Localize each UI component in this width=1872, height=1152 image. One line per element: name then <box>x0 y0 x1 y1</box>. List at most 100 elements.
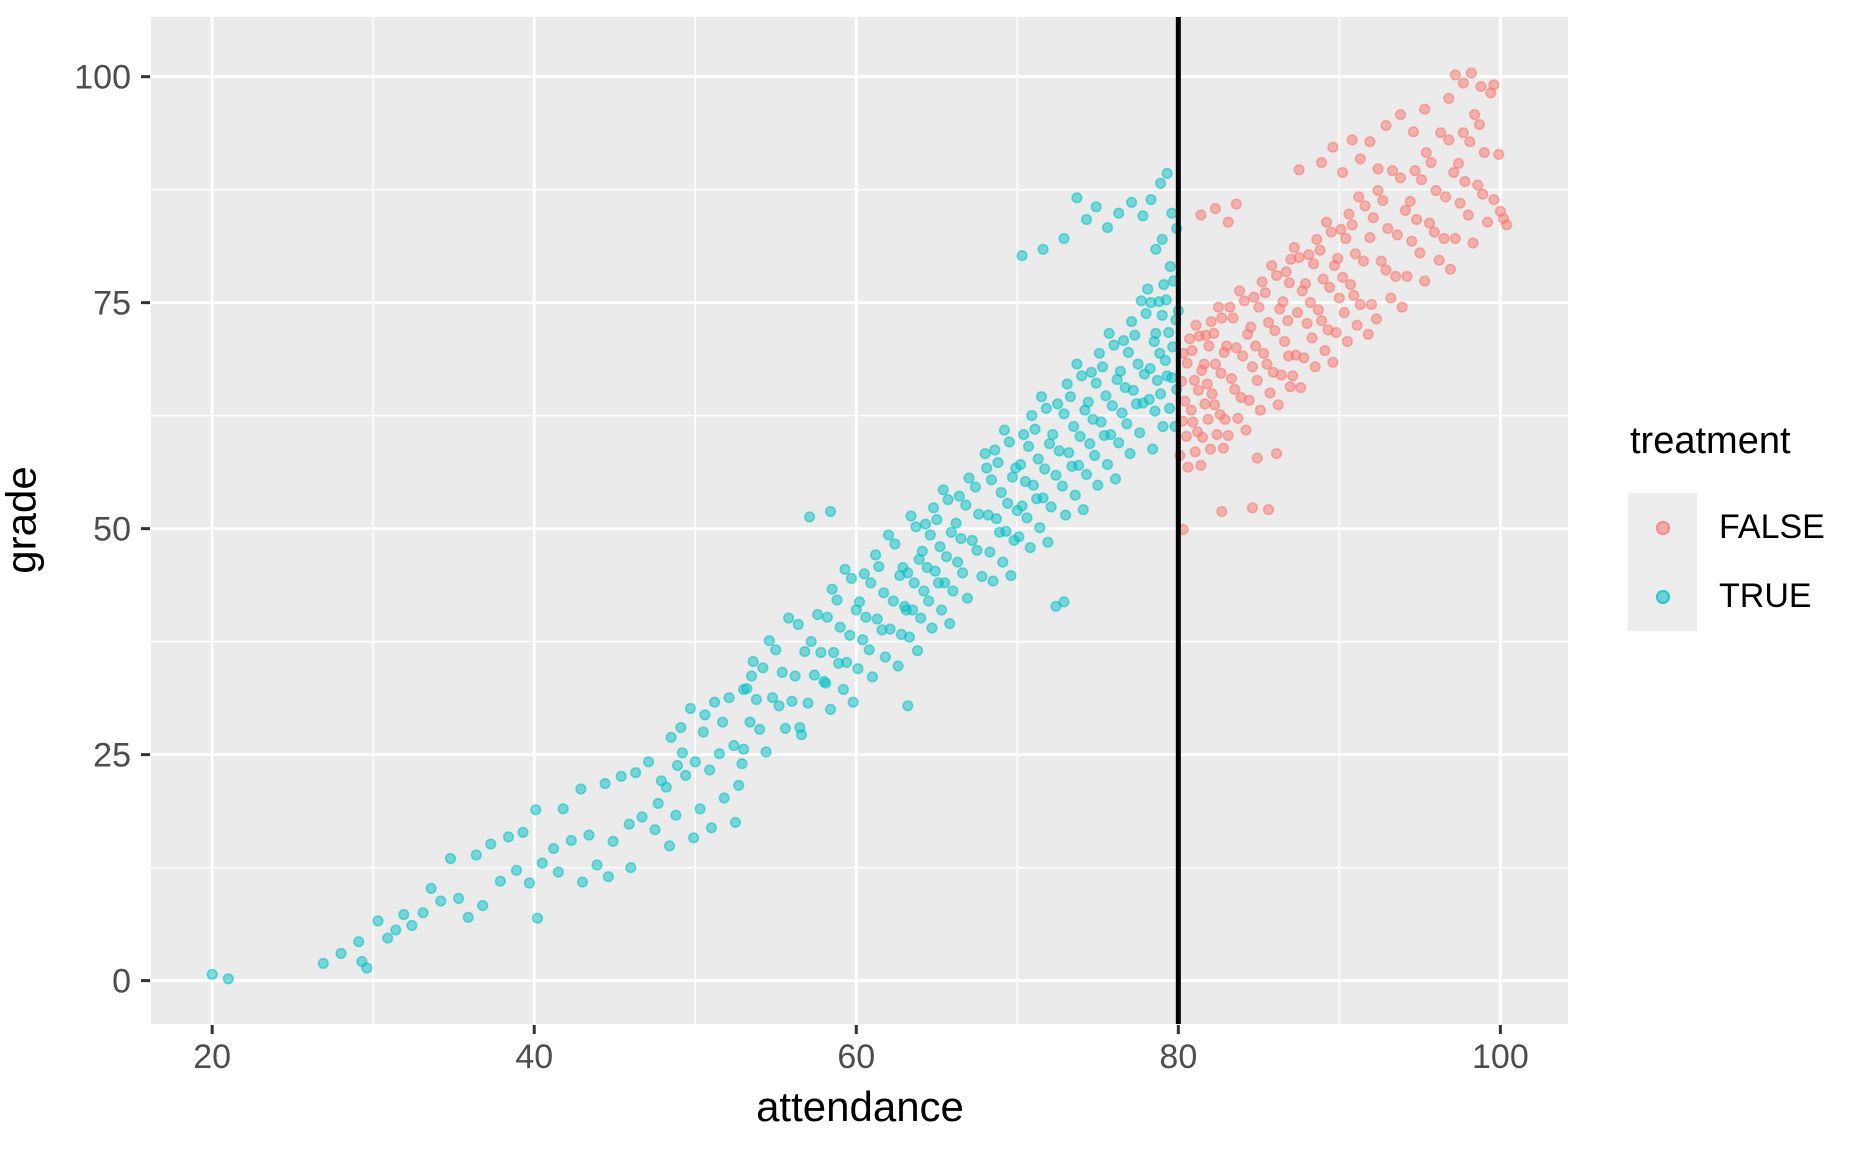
data-point-true <box>470 849 482 861</box>
data-point-true <box>947 585 959 597</box>
data-point-true <box>1137 210 1149 222</box>
data-point-true <box>1077 504 1089 516</box>
data-point-true <box>1149 405 1161 417</box>
data-point-true <box>591 859 603 871</box>
data-point-true <box>773 700 785 712</box>
data-point-false <box>1217 442 1229 454</box>
data-point-true <box>1154 388 1167 400</box>
data-point-true <box>1042 536 1054 548</box>
data-point-true <box>952 556 964 568</box>
data-point-false <box>1443 134 1455 146</box>
data-point-false <box>1275 369 1287 381</box>
data-point-false <box>1325 226 1337 238</box>
data-point-false <box>1208 399 1221 411</box>
data-point-false <box>1261 358 1273 370</box>
data-point-true <box>733 779 745 792</box>
data-point-true <box>623 818 635 830</box>
data-point-true <box>1113 207 1125 219</box>
y-tick-label: 75 <box>93 285 131 323</box>
data-point-false <box>1186 345 1198 357</box>
data-point-true <box>789 670 801 682</box>
data-point-false <box>1287 370 1299 382</box>
data-point-false <box>1262 504 1275 516</box>
data-point-true <box>1088 449 1101 462</box>
data-point-true <box>973 508 985 520</box>
data-point-false <box>1372 185 1384 197</box>
data-point-true <box>911 645 924 657</box>
data-point-false <box>1391 229 1403 241</box>
data-point-true <box>1166 207 1178 219</box>
data-point-true <box>882 529 895 541</box>
data-point-true <box>1121 418 1133 430</box>
data-point-true <box>940 551 953 563</box>
data-point-true <box>853 596 866 608</box>
data-point-true <box>1058 408 1070 420</box>
data-point-false <box>1385 292 1397 304</box>
data-point-true <box>1116 407 1128 419</box>
data-point-true <box>615 770 627 782</box>
data-point-true <box>837 683 850 696</box>
data-point-false <box>1187 416 1199 428</box>
data-point-true <box>1164 260 1176 273</box>
data-point-false <box>1404 195 1416 207</box>
data-point-true <box>760 746 772 758</box>
data-point-true <box>1032 453 1044 465</box>
data-point-false <box>1370 313 1382 325</box>
data-point-false <box>1280 266 1292 278</box>
data-point-false <box>1195 459 1207 472</box>
data-point-false <box>1425 156 1437 169</box>
data-point-false <box>1190 319 1202 331</box>
data-point-true <box>1051 398 1064 410</box>
data-point-false <box>1380 264 1392 276</box>
data-point-true <box>684 702 697 715</box>
data-point-true <box>779 722 792 735</box>
data-point-true <box>747 655 759 668</box>
data-point-false <box>1365 298 1378 311</box>
data-point-true <box>716 716 729 728</box>
data-point-true <box>916 545 928 557</box>
data-point-true <box>607 835 619 848</box>
data-point-false <box>1351 319 1363 331</box>
data-point-false <box>1335 223 1347 235</box>
data-point-true <box>786 695 798 707</box>
data-point-true <box>1154 177 1167 189</box>
data-point-true <box>942 494 954 506</box>
data-point-false <box>1245 321 1257 333</box>
y-tick-label: 25 <box>93 737 131 775</box>
data-point-true <box>873 560 885 573</box>
data-point-true <box>1143 393 1155 406</box>
data-point-true <box>723 692 735 704</box>
data-point-true <box>990 513 1003 525</box>
data-point-true <box>1072 459 1085 472</box>
data-point-true <box>630 767 642 779</box>
data-point-false <box>1494 205 1506 217</box>
data-point-false <box>1183 333 1196 345</box>
data-point-true <box>902 567 914 579</box>
data-point-true <box>976 570 988 583</box>
data-point-true <box>1024 541 1036 554</box>
data-point-true <box>1037 243 1049 255</box>
data-point-true <box>852 663 864 675</box>
data-point-false <box>1306 332 1318 344</box>
data-point-false <box>1488 194 1500 206</box>
data-point-true <box>858 568 870 580</box>
data-point-false <box>1377 194 1389 207</box>
data-point-true <box>939 577 951 589</box>
data-point-false <box>1394 172 1407 184</box>
data-point-true <box>987 575 999 587</box>
data-point-true <box>1144 363 1156 375</box>
data-point-true <box>625 861 637 874</box>
data-point-true <box>670 809 682 821</box>
data-point-true <box>671 759 684 772</box>
data-point-true <box>649 824 661 836</box>
data-point-false <box>1278 335 1291 348</box>
data-point-true <box>826 583 838 595</box>
data-point-false <box>1317 273 1329 285</box>
data-point-false <box>1272 399 1284 411</box>
data-point-true <box>1058 596 1070 608</box>
data-point-true <box>745 670 758 682</box>
data-point-false <box>1459 175 1471 188</box>
data-point-true <box>1040 402 1052 415</box>
data-point-true <box>1132 358 1144 370</box>
